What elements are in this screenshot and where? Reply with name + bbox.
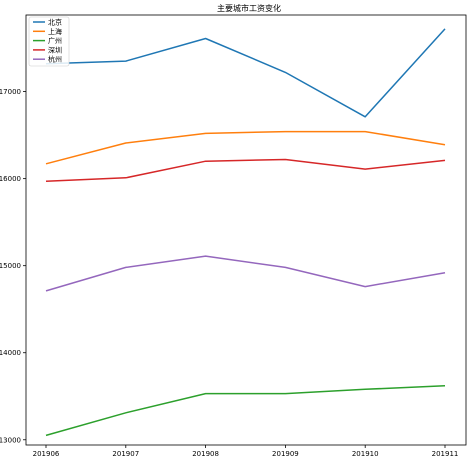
legend-label: 北京 bbox=[48, 18, 62, 27]
series-layer bbox=[45, 28, 446, 437]
legend-label: 深圳 bbox=[48, 45, 62, 54]
x-tick-label: 201906 bbox=[33, 450, 60, 458]
x-tick-label: 201908 bbox=[192, 450, 219, 458]
legend-label: 杭州 bbox=[48, 55, 62, 64]
legend-label: 上海 bbox=[48, 27, 62, 36]
x-tick-label: 201909 bbox=[272, 450, 299, 458]
y-tick-label: 16000 bbox=[0, 175, 21, 183]
legend-box bbox=[28, 16, 70, 67]
series-line-2 bbox=[45, 385, 446, 437]
series-line-1 bbox=[45, 130, 446, 165]
chart-title: 主要城市工资变化 bbox=[217, 3, 281, 13]
y-tick-label: 13000 bbox=[0, 436, 21, 444]
series-line-3 bbox=[45, 158, 446, 183]
series-line-0 bbox=[45, 28, 446, 118]
plot-frame bbox=[25, 14, 467, 446]
y-tick-label: 15000 bbox=[0, 262, 21, 270]
x-tick-label: 201907 bbox=[112, 450, 139, 458]
y-tick-label: 14000 bbox=[0, 349, 21, 357]
series-line-4 bbox=[45, 255, 446, 292]
x-tick-label: 201911 bbox=[432, 450, 459, 458]
x-axis: 201906 201907 201908 201909 201910 201911 bbox=[33, 445, 459, 458]
y-axis: 13000 14000 15000 16000 17000 bbox=[0, 88, 26, 444]
y-tick-label: 17000 bbox=[0, 88, 21, 96]
legend-label: 广州 bbox=[48, 36, 62, 45]
x-tick-label: 201910 bbox=[352, 450, 379, 458]
